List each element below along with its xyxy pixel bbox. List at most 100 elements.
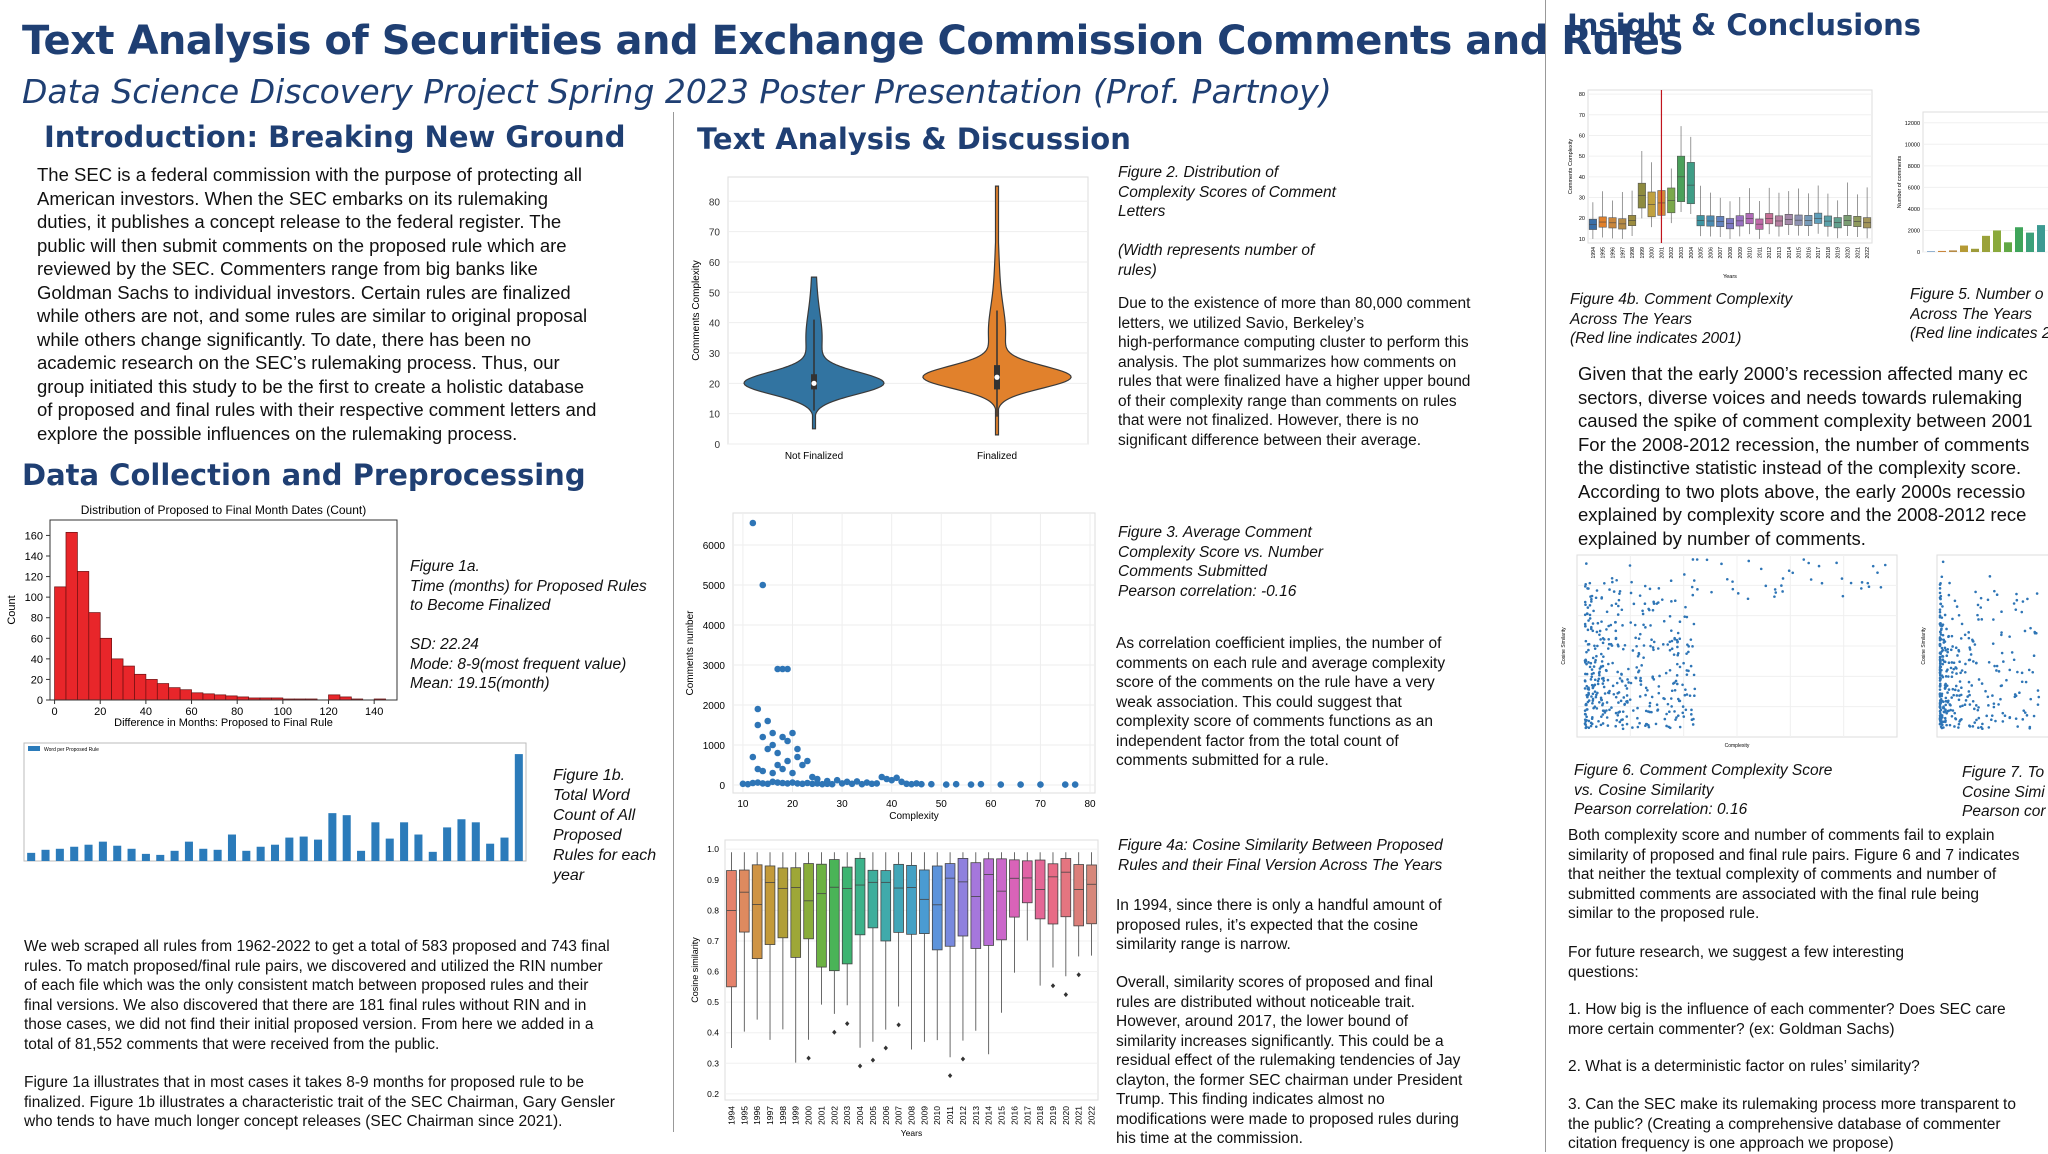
- fig6-point: [1616, 643, 1620, 646]
- fig6-point: [1689, 638, 1693, 641]
- fig6-point: [1636, 716, 1639, 720]
- fig1a-caption-line: [410, 616, 670, 636]
- fig1b-bar: [242, 850, 251, 861]
- fig7-point: [1960, 622, 1964, 626]
- fig6-point: [1650, 638, 1653, 642]
- fig7-point: [1963, 703, 1967, 707]
- fig6-point: [1587, 688, 1591, 691]
- fig6-point: [1685, 693, 1689, 696]
- fig5-bar: [2026, 232, 2034, 252]
- fig3-caption-line: Complexity Score vs. Number: [1118, 543, 1324, 561]
- fig2-text-line: high-performance computing cluster to pe…: [1118, 334, 1469, 351]
- fig7-point: [1942, 706, 1946, 710]
- fig6-point: [1598, 670, 1601, 674]
- fig4a-xtick-label: 2008: [907, 1106, 917, 1125]
- fig6-point: [1583, 722, 1587, 726]
- fig6-caption-line: vs. Cosine Similarity: [1574, 781, 1714, 799]
- intro-heading: Introduction: Breaking New Ground: [44, 120, 626, 154]
- collection-p1-line: We web scraped all rules from 1962-2022 …: [24, 938, 610, 955]
- fig6-point: [1592, 665, 1596, 668]
- fig7-point: [1987, 704, 1990, 707]
- fig6-point: [1592, 609, 1595, 613]
- fig3-point: [898, 778, 905, 786]
- fig2-ytick-label: 50: [709, 288, 721, 299]
- fig3-xtick-label: 10: [737, 799, 749, 810]
- fig4b-xtick-label: 2002: [1669, 247, 1675, 259]
- fig7-point: [1947, 593, 1951, 597]
- fig4a-box: [970, 862, 982, 949]
- fig1b-caption-line: Proposed: [553, 827, 622, 844]
- intro-line: academic research on the SEC’s rulemakin…: [37, 352, 560, 373]
- fig6-point: [1607, 637, 1611, 641]
- column-divider-right: [1545, 0, 1546, 1152]
- fig4b-xtick-label: 2003: [1679, 247, 1685, 259]
- fig7-point: [1960, 669, 1964, 672]
- intro-line: duties, it publishes a concept release t…: [37, 211, 562, 232]
- question2-line: 2. What is a deterministic factor on rul…: [1568, 1058, 1920, 1075]
- fig4a-box: [726, 870, 737, 988]
- fig6-point: [1605, 709, 1608, 712]
- fig1a-xtick-label: 40: [140, 706, 152, 718]
- fig1b-bar: [270, 844, 280, 861]
- fig6-point: [1657, 587, 1661, 590]
- fig1a-ytick-label: 140: [25, 551, 43, 563]
- fig6-point: [1696, 588, 1699, 591]
- fig6-point: [1720, 562, 1723, 566]
- fig1a-bar: [202, 693, 215, 701]
- fig6-point: [1586, 643, 1590, 646]
- fig6-point: [1669, 697, 1673, 700]
- fig7-point: [1938, 671, 1942, 674]
- fig6-point: [1617, 711, 1620, 714]
- fig7-point: [1955, 694, 1959, 697]
- insight-paragraph-3: For future research, we suggest a few in…: [1568, 943, 2046, 982]
- fig6-point: [1841, 594, 1845, 598]
- fig4a-ytick-label: 0.8: [707, 905, 719, 915]
- fig4b-xtick-label: 1997: [1620, 247, 1626, 259]
- fig7-point: [1948, 703, 1952, 706]
- fig4a-text1-line: similarity range is narrow.: [1116, 936, 1291, 953]
- fig7-point: [1943, 686, 1947, 690]
- fig4a-discussion-2: Overall, similarity scores of proposed a…: [1116, 973, 1536, 1149]
- fig7-point: [2022, 709, 2026, 712]
- fig6-point: [1759, 567, 1763, 571]
- fig6-point: [1620, 608, 1624, 612]
- collection-p1-line: of each file which was the only consiste…: [24, 977, 589, 994]
- fig3-point: [784, 665, 791, 673]
- fig7-point: [2023, 629, 2027, 633]
- fig6-point: [1781, 577, 1785, 580]
- fig6-point: [1599, 638, 1602, 641]
- fig4a-outlier: [1076, 972, 1081, 978]
- fig7-point: [1942, 710, 1946, 714]
- fig6-point: [1621, 624, 1624, 627]
- fig7-point: [1995, 669, 1998, 672]
- fig6-point: [1678, 620, 1682, 624]
- fig7-point: [1954, 666, 1957, 669]
- fig7-point: [1952, 661, 1956, 665]
- fig6-point: [1587, 691, 1590, 695]
- fig6-point: [1840, 577, 1844, 580]
- fig7-point: [1947, 675, 1950, 678]
- fig7-caption: Figure 7. To Cosine Simi Pearson cor: [1962, 763, 2048, 822]
- fig7-point: [2014, 608, 2018, 611]
- fig5-ytick-label: 6000: [1908, 185, 1920, 191]
- fig7-point: [1967, 636, 1971, 640]
- fig7-point: [2021, 718, 2025, 721]
- fig4a-xlabel: Years: [901, 1128, 922, 1138]
- fig1b-bar: [514, 754, 523, 861]
- fig3-point: [888, 776, 895, 784]
- fig3-xtick-label: 70: [1035, 799, 1047, 810]
- fig5-bar: [1993, 230, 2001, 252]
- fig7-point: [2000, 631, 2003, 634]
- fig3-xtick-label: 20: [787, 799, 799, 810]
- fig1a-caption-line: to Become Finalized: [410, 597, 551, 614]
- fig6-point: [1601, 722, 1605, 725]
- fig6-point: [1595, 630, 1599, 634]
- question1-line: 1. How big is the influence of each comm…: [1568, 1001, 2006, 1018]
- fig6-point: [1676, 631, 1680, 635]
- fig4a-xtick-label: 2013: [971, 1106, 981, 1125]
- fig6-point: [1643, 602, 1647, 606]
- fig7-point: [2036, 703, 2040, 706]
- fig1b-bar: [98, 841, 107, 861]
- fig7-point: [1939, 677, 1942, 681]
